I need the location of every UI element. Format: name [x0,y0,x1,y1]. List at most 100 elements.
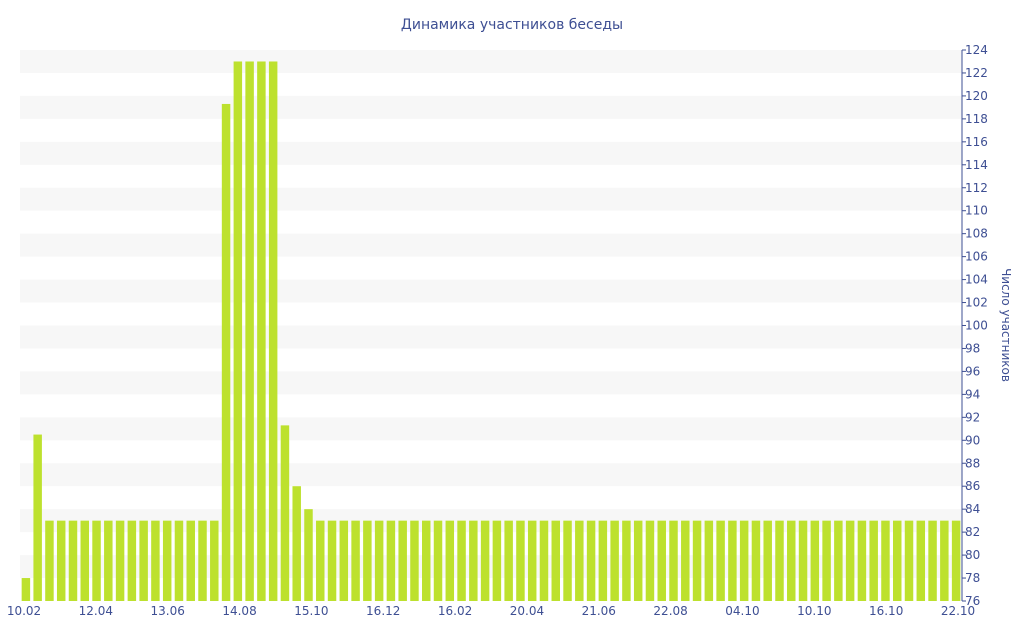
bar [622,520,631,601]
bar [268,61,278,602]
bar [363,520,372,601]
y-tick-label: 84 [965,502,980,516]
bar [221,103,231,601]
bar [787,520,796,601]
bar [845,520,855,601]
x-tick-label: 16.02 [438,604,472,618]
bar [245,61,254,602]
bar [398,520,407,601]
grid-band [20,279,962,303]
grid-band [20,233,962,257]
x-axis-ticks: 10.02 12.04 13.06 14.08 15.10 16.12 16.02 20.04… [7,604,975,618]
bar [704,520,714,601]
x-tick-label: 16.10 [869,604,903,618]
x-tick-label: 20.04 [510,604,544,618]
bar [692,520,702,601]
grid-bands [20,50,962,579]
bar [916,520,926,601]
bar [575,520,584,601]
bar [127,520,137,601]
grid-band [20,187,962,211]
grid-band [20,141,962,165]
y-tick-label: 86 [965,479,980,493]
bar [104,520,113,601]
bar [480,520,490,601]
bar [716,520,725,601]
bar [410,520,419,601]
bar [198,520,207,601]
x-tick-label: 22.08 [653,604,687,618]
bar [551,520,560,601]
bar [857,520,867,601]
bar [80,520,89,601]
bar [834,520,843,601]
x-tick-label: 10.02 [7,604,41,618]
grid-band [20,325,962,349]
bar [928,520,937,601]
y-tick-label: 92 [965,410,980,424]
y-tick-label: 106 [965,250,988,264]
y-axis-label: Число участников [999,268,1013,382]
bar [33,434,42,601]
bar [174,520,184,601]
y-tick-label: 104 [965,273,988,287]
bar [810,520,820,601]
bar [893,520,902,601]
y-tick-label: 96 [965,364,980,378]
bar [516,520,525,601]
y-tick-label: 118 [965,112,988,126]
bar [162,520,172,601]
grid-band [20,463,962,487]
bar [151,520,160,601]
y-tick-label: 110 [965,204,988,218]
bar [292,486,301,601]
grid-band [20,50,962,73]
y-tick-label: 124 [965,43,988,57]
y-tick-label: 78 [965,571,980,585]
y-tick-label: 112 [965,181,988,195]
bar [904,520,914,601]
bar [233,61,243,602]
y-tick-label: 122 [965,66,988,80]
y-tick-label: 120 [965,89,988,103]
bar [115,520,125,601]
bar [339,520,349,601]
bar [469,520,478,601]
bar [280,425,290,601]
chart-title: Динамика участников беседы [401,17,623,33]
bar [304,509,313,601]
y-tick-label: 90 [965,433,980,447]
bar-series [21,61,961,602]
y-tick-label: 108 [965,227,988,241]
x-tick-label: 15.10 [294,604,328,618]
bar [940,520,949,601]
x-tick-label: 14.08 [222,604,256,618]
x-tick-label: 21.06 [582,604,616,618]
bar [645,520,655,601]
bar [21,578,31,601]
bar [351,520,360,601]
bar [374,520,384,601]
bar [316,520,325,601]
bar [881,520,890,601]
bar [822,520,831,601]
bar [739,520,749,601]
y-tick-label: 114 [965,158,988,172]
grid-band [20,95,962,119]
bar [386,520,396,601]
bar [45,520,54,601]
y-tick-label: 76 [965,594,980,608]
x-tick-label: 10.10 [797,604,831,618]
x-tick-label: 22.10 [941,604,975,618]
x-tick-label: 04.10 [725,604,759,618]
bar [504,520,513,601]
x-tick-label: 13.06 [151,604,185,618]
bar [598,520,608,601]
bar [728,520,737,601]
bar [775,520,784,601]
y-tick-label: 100 [965,319,988,333]
bar [445,520,455,601]
y-tick-label: 94 [965,387,980,401]
bar [492,520,502,601]
grid-band [20,371,962,395]
